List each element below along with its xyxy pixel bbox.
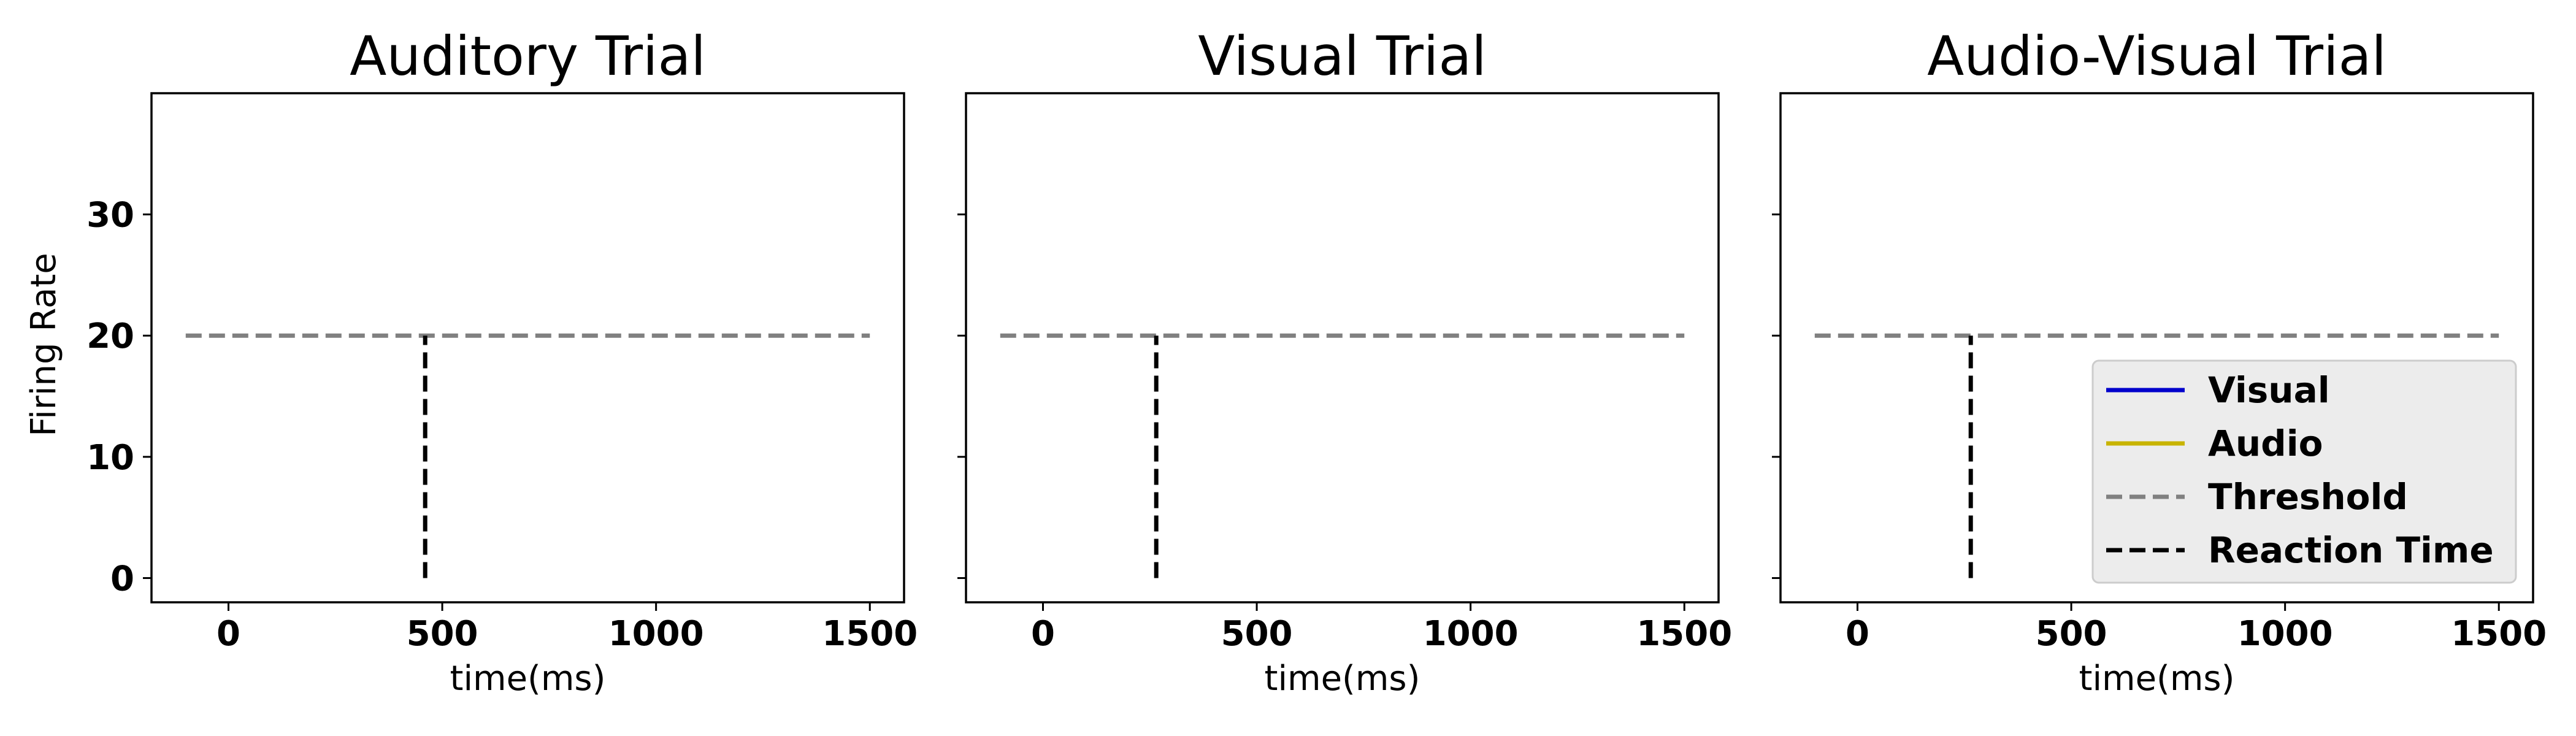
plot-frame [965,92,1720,604]
legend-label: Visual [2208,369,2330,411]
panel-1: Auditory Trial 0 500 1000 1500 0 10 20 30 time(ms… [24,25,918,699]
x-tick-label: 0 [1031,614,1055,654]
x-tick-label: 1000 [2237,614,2333,654]
y-tick-label: 10 [86,438,134,478]
panel-title: Audio-Visual Trial [1927,25,2386,88]
x-axis-label: time(ms) [450,659,606,699]
x-axis-label: time(ms) [1265,659,1420,699]
x-axis-label: time(ms) [2079,659,2235,699]
x-tick-label: 500 [2036,614,2107,654]
legend-label: Reaction Time [2208,529,2494,571]
legend-label: Audio [2208,423,2323,464]
x-tick-label: 500 [407,614,478,654]
x-tick-label: 500 [1221,614,1293,654]
x-tick-label: 1000 [608,614,704,654]
y-tick-label: 30 [86,196,134,236]
legend: Visual Audio Threshold Reaction Time [2091,359,2517,584]
panel-2: Visual Trial 0 500 1000 1500 time(ms) [957,25,1732,699]
legend-label: Threshold [2208,476,2408,518]
x-tick-label: 1500 [822,614,918,654]
y-axis-label: Firing Rate [24,253,64,437]
y-tick-label: 20 [86,316,134,356]
legend-box [2091,359,2517,584]
x-tick-label: 1500 [2451,614,2547,654]
x-tick-label: 1500 [1636,614,1732,654]
panel-title: Auditory Trial [350,25,706,88]
plot-frame [150,92,905,604]
y-tick-label: 0 [110,559,134,599]
panel-3: Audio-Visual Trial 0 500 1000 1500 time(ms) Vi… [1772,25,2547,699]
panel-title: Visual Trial [1198,25,1487,88]
x-tick-label: 0 [1846,614,1869,654]
x-tick-label: 0 [217,614,240,654]
x-tick-label: 1000 [1423,614,1519,654]
